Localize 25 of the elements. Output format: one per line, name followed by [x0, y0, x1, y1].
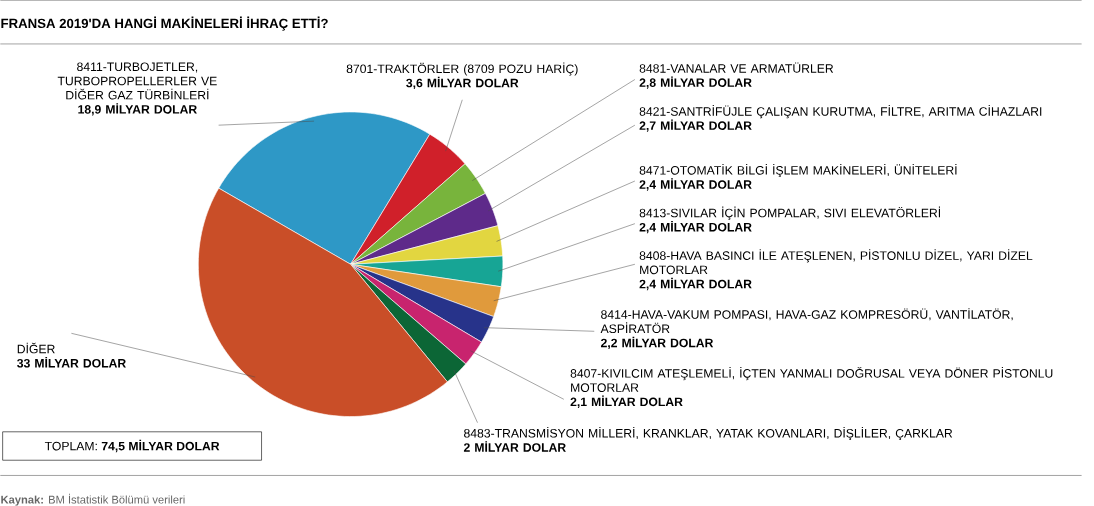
data-label: 2,4 MİLYAR DOLAR	[639, 178, 752, 191]
slice-label: 8481-VANALAR VE ARMATÜRLER	[639, 62, 834, 73]
data-label: 2,2 MİLYAR DOLAR	[601, 336, 714, 350]
slice-label: 8471-OTOMATİK BİLGİ İŞLEM MAKİNELERİ, ÜNİTELERİ	[639, 164, 957, 178]
data-label: 2 MİLYAR DOLAR	[463, 441, 566, 452]
slice-label: 8408-HAVA BASINCI İLE ATEŞLENEN, PİSTONLU DİZEL, YARI DİZEL MOTORLAR	[639, 249, 1033, 275]
slice-label: DİĞER	[17, 342, 55, 354]
slice-label: 8413-SIVILAR İÇİN POMPALAR, SIVI ELEVATÖRLERİ	[639, 206, 940, 220]
data-label: 2,8 MİLYAR DOLAR	[639, 76, 752, 89]
chart-title: FRANSA 2019'DA HANGİ MAKİNELERİ İHRAÇ ETTİ?	[1, 16, 328, 31]
data-label: 2,4 MİLYAR DOLAR	[639, 221, 752, 234]
slice-label: 8407-KIVILCIM ATEŞLEMELİ, İÇTEN YANMALI DOĞRUSAL VEYA DÖNER PİSTONLU MOTORLAR	[570, 367, 1053, 393]
data-label: 2,1 MİLYAR DOLAR	[570, 395, 683, 408]
slice-label: 8701-TRAKTÖRLER (8709 POZU HARİÇ)	[346, 62, 578, 76]
data-label: 33 MİLYAR DOLAR	[17, 357, 126, 368]
slice-label: 8414-HAVA-VAKUM POMPASI, HAVA-GAZ KOMPRESÖRÜ, VANTİLATÖR, ASPİRATÖR	[600, 308, 1013, 334]
text: Kaynak: BM İstatistik Bölümü verileri	[1, 493, 185, 506]
text: TOPLAM: 74,5 MİLYAR DOLAR	[44, 439, 220, 453]
data-label: 2,4 MİLYAR DOLAR	[639, 277, 752, 291]
slice-label: 8411-TURBOJETLER, TURBOPROPELLERLER VE DİĞER GAZ TÜRBİNLERİ	[57, 62, 217, 100]
data-label: 2,7 MİLYAR DOLAR	[639, 119, 752, 132]
slice-label: 8483-TRANSMİSYON MİLLERİ, KRANKLAR, YATAK KOVANLARI, DİŞLİLER, ÇARKLAR	[464, 427, 953, 441]
data-label: 18,9 MİLYAR DOLAR	[78, 103, 197, 116]
data-label: 3,6 MİLYAR DOLAR	[406, 76, 519, 90]
slice-label: 8421-SANTRİFÜJLE ÇALIŞAN KURUTMA, FİLTRE, ARITMA CİHAZLARI	[639, 105, 1042, 119]
